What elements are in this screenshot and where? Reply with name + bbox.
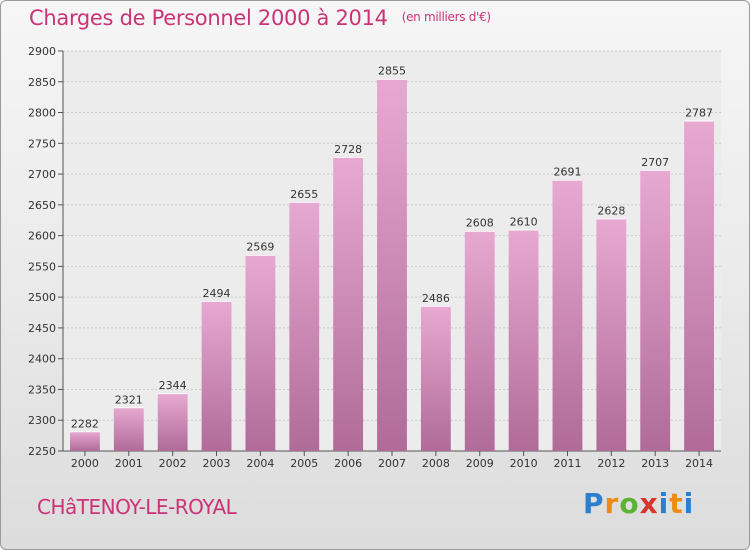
x-tick-label: 2007 — [378, 457, 406, 470]
data-label: 2691 — [553, 166, 581, 179]
y-tick-label: 2350 — [28, 383, 56, 396]
bar — [113, 407, 144, 451]
data-label: 2494 — [203, 287, 231, 300]
x-tick-label: 2002 — [159, 457, 187, 470]
bar — [464, 230, 495, 451]
bar — [552, 179, 583, 451]
x-tick-label: 2013 — [641, 457, 669, 470]
y-tick-label: 2800 — [28, 107, 56, 120]
y-tick-label: 2900 — [28, 45, 56, 58]
x-tick-label: 2000 — [71, 457, 99, 470]
y-tick-label: 2250 — [28, 445, 56, 458]
data-label: 2608 — [466, 217, 494, 230]
bar — [596, 218, 627, 451]
data-label: 2282 — [71, 417, 99, 430]
y-tick-label: 2700 — [28, 168, 56, 181]
proxiti-logo: Proxiti — [583, 487, 695, 520]
x-tick-label: 2010 — [510, 457, 538, 470]
title-text: Charges de Personnel 2000 à 2014 — [29, 6, 388, 30]
y-tick-label: 2450 — [28, 322, 56, 335]
x-tick-label: 2011 — [553, 457, 581, 470]
data-label: 2728 — [334, 143, 362, 156]
data-label: 2344 — [159, 379, 187, 392]
x-tick-label: 2004 — [246, 457, 274, 470]
x-tick-label: 2009 — [466, 457, 494, 470]
data-label: 2321 — [115, 393, 143, 406]
data-label: 2655 — [290, 188, 318, 201]
x-tick-label: 2014 — [685, 457, 713, 470]
bar — [640, 169, 671, 451]
y-tick-label: 2300 — [28, 414, 56, 427]
x-tick-label: 2003 — [203, 457, 231, 470]
data-label: 2855 — [378, 65, 406, 78]
x-tick-label: 2005 — [290, 457, 318, 470]
data-label: 2486 — [422, 292, 450, 305]
data-label: 2610 — [510, 215, 538, 228]
data-labels: 2282 2321 2344 2494 2569 2655 2728 2855 2486 2608… — [71, 65, 713, 431]
bar — [420, 305, 451, 451]
x-tick-label: 2006 — [334, 457, 362, 470]
bar — [201, 300, 232, 451]
bar — [245, 254, 276, 451]
bar — [289, 201, 320, 451]
bar — [333, 156, 364, 451]
bars — [70, 78, 714, 452]
y-tick-label: 2500 — [28, 291, 56, 304]
data-label: 2569 — [246, 241, 274, 254]
x-tick-label: 2008 — [422, 457, 450, 470]
bar — [157, 393, 188, 451]
bar — [70, 431, 100, 451]
bar — [684, 120, 714, 452]
y-tick-label: 2400 — [28, 353, 56, 366]
y-tick-label: 2550 — [28, 260, 56, 273]
y-tick-label: 2650 — [28, 199, 56, 212]
chart-title: Charges de Personnel 2000 à 2014 (en mill… — [29, 6, 491, 30]
x-tick-label: 2001 — [115, 457, 143, 470]
title-unit: (en milliers d'€) — [401, 10, 491, 24]
place-name: CHâTENOY-LE-ROYAL — [37, 495, 237, 519]
data-label: 2787 — [685, 107, 713, 120]
data-label: 2628 — [597, 204, 625, 217]
bar — [508, 229, 539, 451]
bar — [377, 78, 407, 451]
x-tick-label: 2012 — [597, 457, 625, 470]
data-label: 2707 — [641, 156, 669, 169]
y-tick-label: 2750 — [28, 137, 56, 150]
y-tick-label: 2600 — [28, 230, 56, 243]
y-tick-label: 2850 — [28, 76, 56, 89]
